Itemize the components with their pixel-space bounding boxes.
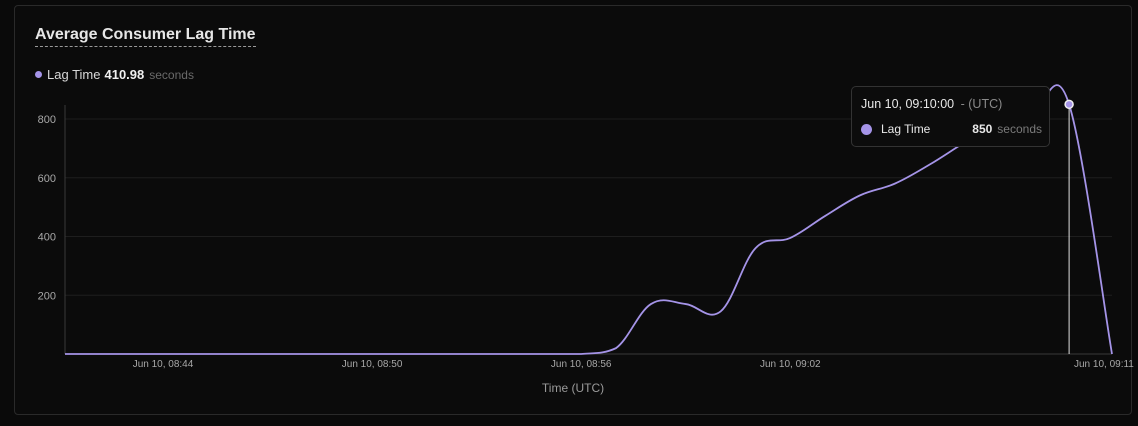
y-tick-labels: 200 400 600 800	[38, 114, 56, 302]
y-tick-label: 200	[38, 290, 56, 302]
x-tick-label: Jun 10, 08:50	[342, 359, 403, 370]
legend-unit: seconds	[149, 67, 194, 82]
y-tick-label: 600	[38, 173, 56, 185]
chart-panel: Average Consumer Lag Time Lag Time 410.9…	[14, 5, 1132, 415]
tooltip-value: 850	[972, 122, 993, 136]
y-tick-label: 800	[38, 114, 56, 126]
legend-color-dot	[35, 71, 42, 78]
x-tick-label: Jun 10, 08:44	[133, 359, 194, 370]
tooltip-unit: seconds	[997, 122, 1042, 136]
x-tick-label: Jun 10, 09:11	[1074, 359, 1134, 370]
x-tick-label: Jun 10, 09:02	[760, 359, 821, 370]
x-axis-label: Time (UTC)	[542, 381, 604, 395]
x-tick-labels: Jun 10, 08:44 Jun 10, 08:50 Jun 10, 08:56 J…	[133, 359, 1135, 370]
legend[interactable]: Lag Time 410.98 seconds	[35, 67, 194, 82]
legend-value: 410.98	[104, 67, 145, 82]
panel-title[interactable]: Average Consumer Lag Time	[35, 26, 256, 47]
legend-series-name: Lag Time	[47, 67, 101, 82]
y-tick-label: 400	[38, 232, 56, 244]
tooltip-time: Jun 10, 09:10:00 - (UTC)	[861, 97, 1002, 111]
hover-point[interactable]	[1064, 99, 1074, 110]
tooltip-color-dot	[861, 123, 872, 135]
tooltip-series-name: Lag Time	[881, 122, 931, 136]
tooltip-timezone: - (UTC)	[960, 97, 1003, 111]
tooltip: Jun 10, 09:10:00 - (UTC) Lag Time 850 se…	[851, 86, 1050, 147]
x-tick-label: Jun 10, 08:56	[551, 359, 612, 370]
tooltip-time-value: Jun 10, 09:10:00	[861, 97, 955, 111]
tooltip-series-row: Lag Time 850 seconds	[861, 122, 1042, 136]
